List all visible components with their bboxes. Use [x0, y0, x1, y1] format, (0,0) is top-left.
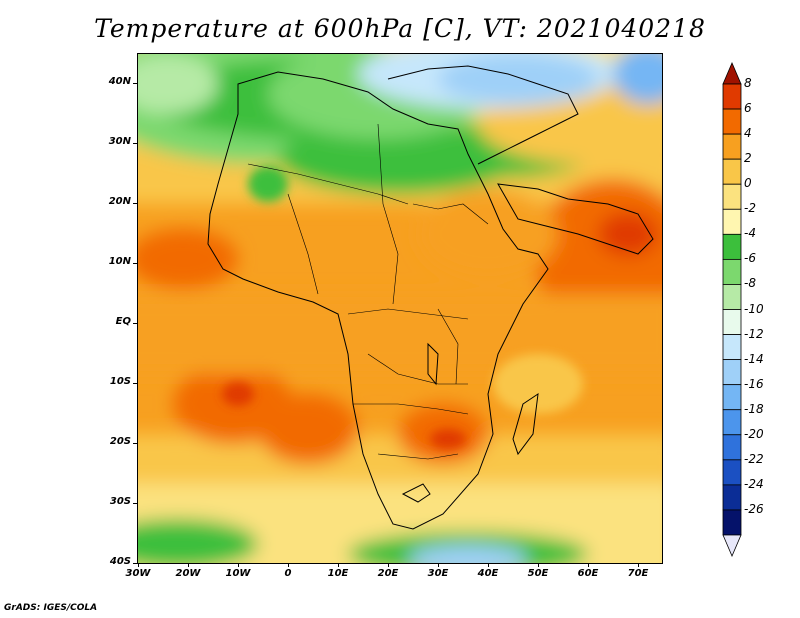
longitude-tick — [288, 563, 289, 567]
latitude-tick — [133, 263, 137, 264]
colorbar-label: -16 — [744, 376, 764, 391]
colorbar-swatch — [722, 434, 742, 461]
latitude-tick — [133, 443, 137, 444]
colorbar-label: -18 — [744, 401, 764, 416]
temperature-map — [137, 53, 663, 564]
longitude-label: 20E — [377, 568, 399, 579]
latitude-label: 10S — [109, 376, 131, 387]
colorbar-swatch — [722, 133, 742, 160]
latitude-tick — [133, 563, 137, 564]
colorbar-swatch — [722, 108, 742, 135]
longitude-label: 0 — [284, 568, 292, 579]
colorbar-swatch — [722, 334, 742, 361]
colorbar-label: -4 — [744, 226, 756, 241]
longitude-tick — [588, 563, 589, 567]
temperature-field — [138, 54, 662, 563]
colorbar-label: -22 — [744, 451, 764, 466]
longitude-label: 10E — [327, 568, 349, 579]
longitude-tick — [538, 563, 539, 567]
colorbar-label: 2 — [744, 151, 752, 166]
colorbar-label: 0 — [744, 176, 752, 191]
longitude-label: 60E — [577, 568, 599, 579]
colorbar-swatch — [722, 284, 742, 310]
colorbar-swatch — [722, 83, 742, 110]
longitude-tick — [338, 563, 339, 567]
longitude-tick — [138, 563, 139, 567]
colorbar-swatch — [722, 233, 742, 260]
colorbar-label: -24 — [744, 476, 764, 491]
field-details — [222, 166, 583, 449]
colorbar-label: 4 — [744, 126, 752, 141]
latitude-label: 30S — [109, 496, 131, 507]
colorbar-top-arrow — [722, 62, 742, 85]
latitude-label: EQ — [115, 316, 131, 327]
colorbar-swatch — [722, 359, 742, 386]
colorbar-label: -14 — [744, 351, 764, 366]
latitude-label: 20N — [108, 196, 131, 207]
latitude-label: 40N — [108, 76, 131, 87]
colorbar-label: 8 — [744, 76, 752, 90]
colorbar-swatch — [722, 183, 742, 210]
latitude-tick — [133, 383, 137, 384]
latitude-tick — [133, 143, 137, 144]
latitude-tick — [133, 323, 137, 324]
colorbar-swatch — [722, 509, 742, 536]
longitude-label: 70E — [627, 568, 649, 579]
longitude-tick — [638, 563, 639, 567]
latitude-label: 30N — [108, 136, 131, 147]
longitude-tick — [188, 563, 189, 567]
latitude-tick — [133, 503, 137, 504]
colorbar-label: -20 — [744, 426, 764, 441]
colorbar-label: -12 — [744, 326, 764, 341]
longitude-tick — [488, 563, 489, 567]
colorbar-swatch — [722, 459, 742, 486]
plot-title: Temperature at 600hPa [C], VT: 202104021… — [94, 14, 706, 43]
longitude-label: 40E — [477, 568, 499, 579]
latitude-label: 10N — [108, 256, 131, 267]
longitude-label: 30W — [125, 568, 151, 579]
colorbar-bottom-arrow — [722, 534, 742, 557]
grads-credit: GrADS: IGES/COLA — [4, 603, 98, 613]
longitude-label: 30E — [427, 568, 449, 579]
coastlines — [207, 65, 654, 530]
latitude-label: 20S — [109, 436, 131, 447]
colorbar — [722, 62, 742, 557]
colorbar-swatch — [722, 309, 742, 335]
colorbar-swatch — [722, 208, 742, 235]
longitude-tick — [238, 563, 239, 567]
colorbar-label: -26 — [744, 501, 764, 516]
colorbar-label: -2 — [744, 201, 756, 216]
longitude-label: 50E — [527, 568, 549, 579]
colorbar-label: 6 — [744, 101, 752, 116]
longitude-label: 20W — [175, 568, 201, 579]
longitude-tick — [438, 563, 439, 567]
latitude-tick — [133, 83, 137, 84]
colorbar-swatch — [722, 384, 742, 411]
map-svg — [138, 54, 662, 563]
colorbar-swatch — [722, 409, 742, 436]
latitude-label: 40S — [109, 556, 131, 567]
colorbar-label: -6 — [744, 251, 756, 266]
longitude-label: 10W — [225, 568, 251, 579]
country-borders — [247, 123, 489, 460]
colorbar-swatch — [722, 484, 742, 511]
longitude-tick — [388, 563, 389, 567]
latitude-tick — [133, 203, 137, 204]
colorbar-swatch — [722, 158, 742, 185]
colorbar-swatch — [722, 258, 742, 285]
colorbar-label: -10 — [744, 301, 764, 316]
colorbar-label: -8 — [744, 276, 756, 291]
